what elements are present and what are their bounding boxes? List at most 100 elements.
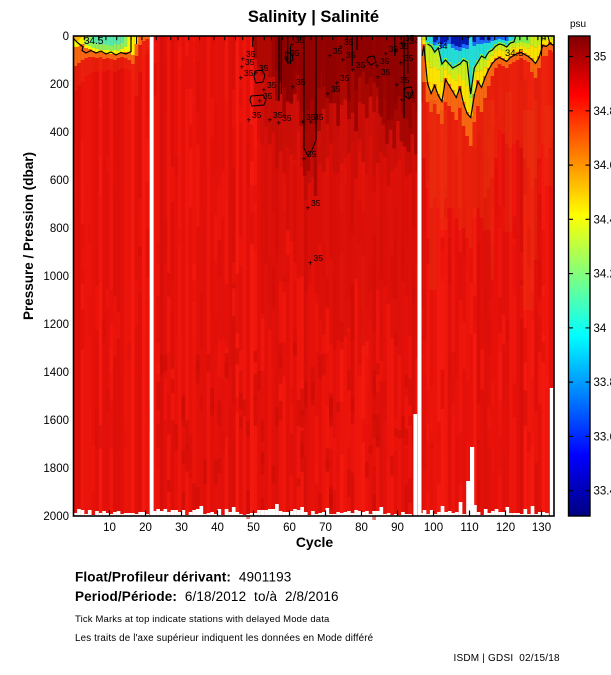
svg-text:1000: 1000 (43, 271, 69, 283)
svg-text:35: 35 (389, 44, 399, 54)
svg-text:35: 35 (306, 112, 316, 122)
svg-text:35: 35 (404, 53, 414, 63)
svg-text:10: 10 (103, 522, 116, 534)
svg-text:35: 35 (333, 46, 343, 56)
svg-text:1800: 1800 (43, 463, 69, 475)
svg-text:35: 35 (399, 41, 409, 51)
svg-text:35: 35 (273, 110, 283, 120)
svg-text:35: 35 (259, 63, 269, 73)
svg-text:+: + (400, 96, 405, 105)
svg-text:+: + (400, 39, 405, 48)
svg-text:110: 110 (460, 522, 478, 534)
svg-text:35: 35 (290, 48, 300, 58)
svg-text:40: 40 (211, 522, 224, 534)
svg-text:+: + (376, 73, 381, 82)
svg-text:35: 35 (331, 84, 341, 94)
svg-text:34.8: 34.8 (594, 106, 611, 118)
svg-text:+: + (262, 86, 267, 95)
svg-text:35: 35 (380, 56, 390, 66)
svg-text:34: 34 (409, 36, 420, 47)
svg-text:+: + (394, 47, 399, 56)
svg-text:Les traits de l'axe supérieur: Les traits de l'axe supérieur indiquent … (75, 633, 374, 644)
svg-text:ISDM | GDSI 02/15/18: ISDM | GDSI 02/15/18 (454, 653, 561, 664)
svg-text:35: 35 (282, 113, 292, 123)
svg-text:200: 200 (50, 79, 69, 91)
svg-text:35: 35 (594, 52, 607, 64)
svg-text:+: + (258, 97, 263, 106)
svg-text:35: 35 (340, 73, 350, 83)
svg-text:Float/Profileur dérivant: 490: Float/Profileur dérivant: 4901193 (75, 570, 291, 585)
svg-text:1400: 1400 (43, 367, 69, 379)
svg-text:70: 70 (319, 522, 332, 534)
svg-text:120: 120 (496, 522, 515, 534)
svg-text:+: + (399, 59, 404, 68)
svg-text:+: + (306, 204, 311, 213)
svg-text:90: 90 (391, 522, 404, 534)
svg-text:Cycle: Cycle (296, 534, 334, 550)
svg-text:+: + (341, 56, 346, 65)
svg-text:+: + (277, 119, 282, 128)
svg-text:60: 60 (283, 522, 296, 534)
svg-text:+: + (290, 41, 295, 50)
svg-text:35: 35 (405, 33, 415, 43)
svg-text:35: 35 (314, 253, 324, 263)
svg-text:+: + (351, 66, 356, 75)
svg-text:35: 35 (244, 68, 254, 78)
svg-text:35: 35 (346, 50, 356, 60)
svg-text:+: + (328, 52, 333, 61)
svg-text:33.6: 33.6 (594, 431, 611, 443)
svg-text:35: 35 (344, 37, 354, 47)
svg-text:+: + (541, 34, 546, 43)
svg-text:+: + (291, 83, 296, 92)
svg-text:Tick Marks at top indicate sta: Tick Marks at top indicate stations with… (75, 614, 330, 625)
svg-text:35: 35 (400, 75, 410, 85)
svg-text:+: + (285, 54, 290, 63)
svg-text:33.8: 33.8 (594, 377, 611, 389)
svg-text:20: 20 (139, 522, 152, 534)
svg-text:+: + (335, 79, 340, 88)
svg-text:34.2: 34.2 (594, 269, 611, 281)
svg-text:Salinity | Salinité: Salinity | Salinité (248, 8, 379, 26)
svg-text:35: 35 (356, 60, 366, 70)
svg-text:+: + (466, 33, 471, 42)
svg-text:1600: 1600 (43, 415, 69, 427)
svg-text:+: + (487, 35, 492, 44)
svg-text:35: 35 (246, 49, 256, 59)
svg-text:+: + (268, 116, 273, 125)
svg-text:35: 35 (381, 67, 391, 77)
svg-text:Period/Période: 6/18/2012 to: Period/Période: 6/18/2012 to/à 2/8/2016 (75, 589, 339, 604)
svg-text:1200: 1200 (43, 319, 69, 331)
svg-text:+: + (326, 90, 331, 99)
svg-text:30: 30 (175, 522, 188, 534)
svg-text:600: 600 (50, 175, 69, 187)
svg-text:80: 80 (355, 522, 368, 534)
svg-text:+: + (301, 118, 306, 127)
svg-text:34: 34 (594, 323, 607, 335)
svg-text:35: 35 (314, 112, 324, 122)
svg-text:33.4: 33.4 (594, 486, 611, 498)
svg-text:34.5: 34.5 (505, 48, 524, 59)
svg-text:+: + (395, 81, 400, 90)
svg-text:800: 800 (50, 223, 69, 235)
svg-text:psu: psu (570, 19, 586, 30)
svg-text:34.5: 34.5 (84, 36, 104, 47)
svg-text:2000: 2000 (43, 511, 69, 523)
svg-text:+: + (339, 43, 344, 52)
svg-text:+: + (239, 74, 244, 83)
svg-text:+: + (247, 116, 252, 125)
svg-text:+: + (240, 63, 245, 72)
svg-text:+: + (375, 62, 380, 71)
svg-text:35: 35 (245, 57, 255, 67)
svg-text:+: + (309, 118, 314, 127)
svg-text:0: 0 (63, 31, 69, 43)
svg-text:+: + (308, 259, 313, 268)
svg-text:35: 35 (263, 91, 273, 101)
svg-text:400: 400 (50, 127, 69, 139)
svg-text:50: 50 (247, 522, 260, 534)
svg-text:100: 100 (424, 522, 443, 534)
svg-text:35: 35 (311, 198, 321, 208)
svg-text:34: 34 (437, 41, 448, 52)
svg-text:130: 130 (532, 522, 551, 534)
svg-text:34.6: 34.6 (594, 160, 611, 172)
svg-text:35: 35 (267, 80, 277, 90)
